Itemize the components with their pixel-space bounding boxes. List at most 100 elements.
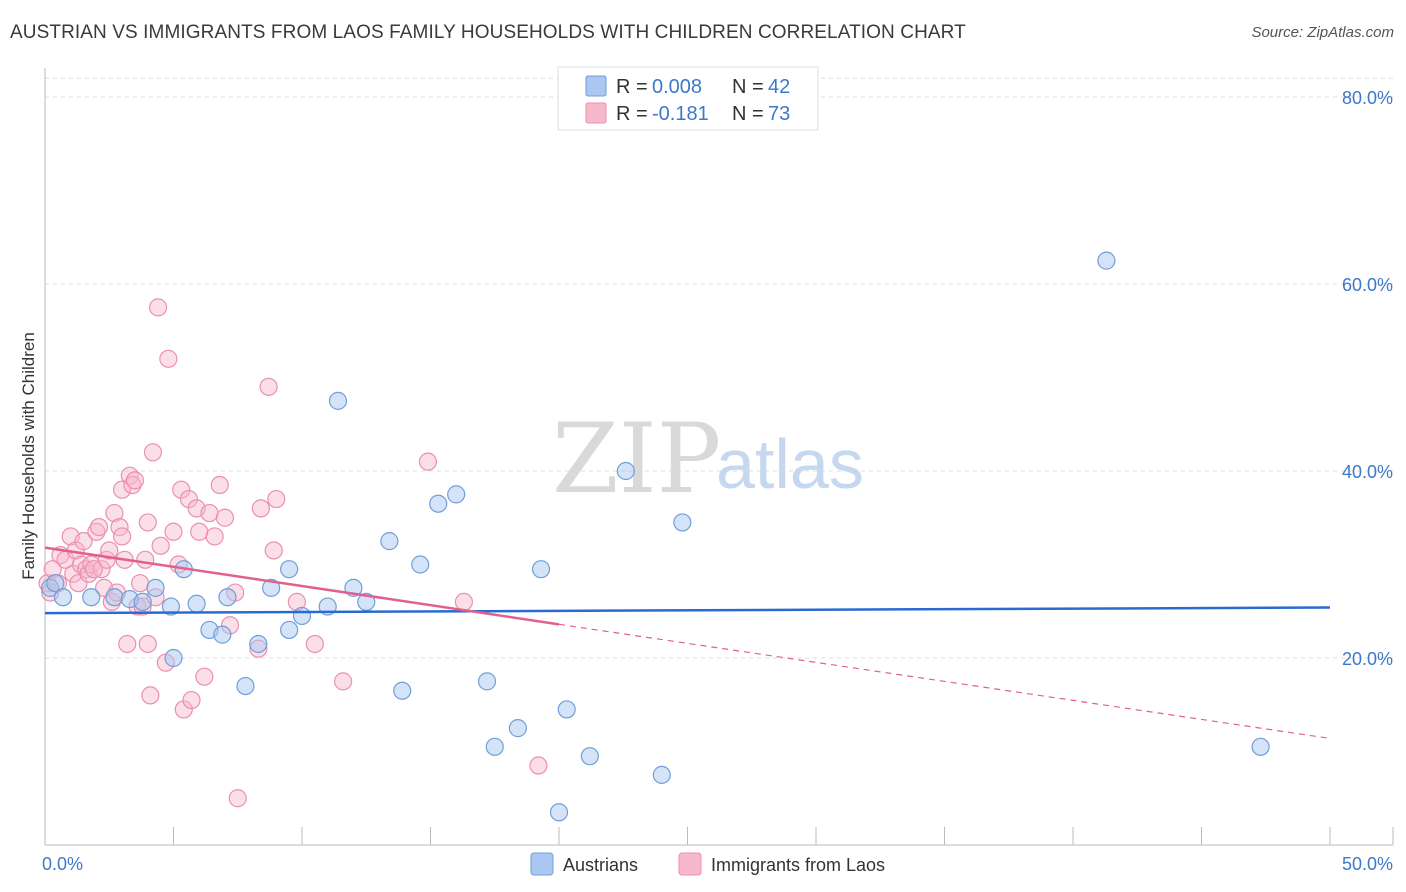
legend-n-value-1: 42 [768, 76, 790, 98]
data-point-austrians [187, 594, 206, 613]
data-point-laos [172, 480, 191, 499]
data-point-austrians [380, 532, 399, 551]
data-point-laos [334, 672, 353, 691]
data-point-austrians [447, 485, 466, 504]
legend-swatch-austrians [585, 75, 607, 97]
watermark-zip: ZIP [552, 403, 721, 515]
legend-r-label-2: R = [616, 103, 648, 125]
correlation-legend: R = 0.008 N = 42 R = -0.181 N = 73 [557, 66, 819, 131]
data-point-laos [138, 513, 157, 532]
data-point-laos [136, 550, 155, 569]
data-point-austrians [477, 672, 497, 691]
series-austrians [41, 251, 1270, 822]
legend-n-label-1: N = [732, 76, 764, 98]
watermark-atlas: atlas [716, 425, 864, 503]
data-point-austrians [429, 494, 448, 513]
data-point-laos [267, 489, 286, 509]
series-legend: Austrians Immigrants from Laos [530, 852, 885, 876]
data-point-austrians [1251, 737, 1270, 756]
y-tick-label: 60.0% [1342, 275, 1393, 295]
bottom-legend-austrians: Austrians [563, 855, 638, 875]
data-point-laos [195, 667, 214, 686]
data-point-austrians [652, 765, 671, 784]
data-point-austrians [46, 574, 65, 593]
trendline-laos [44, 546, 560, 626]
data-point-laos [74, 532, 93, 551]
data-point-laos [159, 349, 178, 368]
data-point-austrians [105, 588, 124, 607]
grid-lines [45, 77, 1393, 659]
data-point-laos [112, 527, 132, 546]
data-point-laos [418, 452, 438, 471]
bottom-legend-swatch-austrians [530, 852, 554, 876]
data-point-laos [264, 541, 283, 560]
legend-n-value-2: 73 [768, 103, 790, 125]
data-point-laos [151, 536, 170, 555]
x-tick-label: 50.0% [1342, 854, 1393, 874]
x-tick-label: 0.0% [42, 854, 83, 874]
series-immigrants-from-laos [38, 298, 548, 808]
data-point-austrians [213, 625, 232, 644]
y-tick-label: 80.0% [1342, 88, 1393, 108]
data-point-laos [100, 541, 119, 560]
data-point-laos [130, 574, 150, 593]
data-point-laos [84, 560, 103, 579]
trendline-laos-projection [558, 623, 1331, 740]
data-point-laos [454, 592, 474, 612]
data-point-laos [200, 503, 219, 523]
data-point-austrians [53, 588, 73, 607]
data-point-austrians [280, 620, 299, 640]
data-point-laos [89, 517, 109, 537]
data-point-austrians [218, 588, 237, 607]
data-point-austrians [82, 588, 101, 607]
data-point-laos [69, 574, 88, 593]
data-point-austrians [146, 578, 165, 597]
data-point-austrians [531, 560, 551, 579]
data-point-laos [259, 377, 278, 396]
data-point-austrians [328, 391, 348, 410]
data-point-laos [138, 634, 157, 654]
data-point-laos [174, 700, 193, 719]
data-point-austrians [673, 513, 692, 532]
data-point-laos [143, 443, 163, 462]
data-point-laos [190, 522, 209, 541]
data-point-laos [215, 508, 234, 527]
legend-r-label-1: R = [616, 76, 648, 98]
trendline-austrians [44, 606, 1331, 615]
x-tick-labels: 0.0% 50.0% [42, 854, 1393, 874]
data-point-austrians [485, 737, 504, 756]
data-point-laos [141, 686, 160, 705]
data-point-laos [118, 634, 137, 654]
data-point-austrians [161, 597, 181, 616]
watermark: ZIP atlas [552, 403, 864, 515]
data-point-laos [125, 471, 145, 490]
axes [44, 68, 1394, 846]
data-point-austrians [393, 681, 412, 700]
data-point-austrians [262, 578, 281, 597]
source-label: Source: ZipAtlas.com [1251, 24, 1394, 41]
legend-swatch-laos [585, 102, 607, 124]
data-point-austrians [411, 555, 430, 574]
data-point-austrians [164, 648, 183, 668]
data-point-austrians [557, 700, 576, 719]
data-point-laos [112, 480, 132, 499]
data-point-laos [529, 756, 548, 775]
data-point-austrians [616, 461, 635, 481]
data-point-laos [182, 690, 201, 710]
y-tick-label: 20.0% [1342, 649, 1393, 669]
data-point-austrians [249, 634, 268, 654]
y-axis-title: Family Households with Children [19, 332, 38, 580]
data-point-laos [210, 475, 229, 495]
chart-title: AUSTRIAN VS IMMIGRANTS FROM LAOS FAMILY … [10, 22, 966, 43]
data-point-laos [228, 789, 247, 808]
data-point-laos [205, 527, 224, 546]
data-point-austrians [236, 676, 255, 696]
data-point-austrians [549, 803, 569, 822]
data-point-laos [179, 489, 199, 509]
data-point-laos [92, 560, 111, 579]
y-tick-labels: 20.0% 40.0% 60.0% 80.0% [1342, 88, 1393, 669]
trendlines [44, 546, 1331, 740]
legend-n-label-2: N = [732, 103, 764, 125]
data-point-laos [164, 522, 183, 541]
